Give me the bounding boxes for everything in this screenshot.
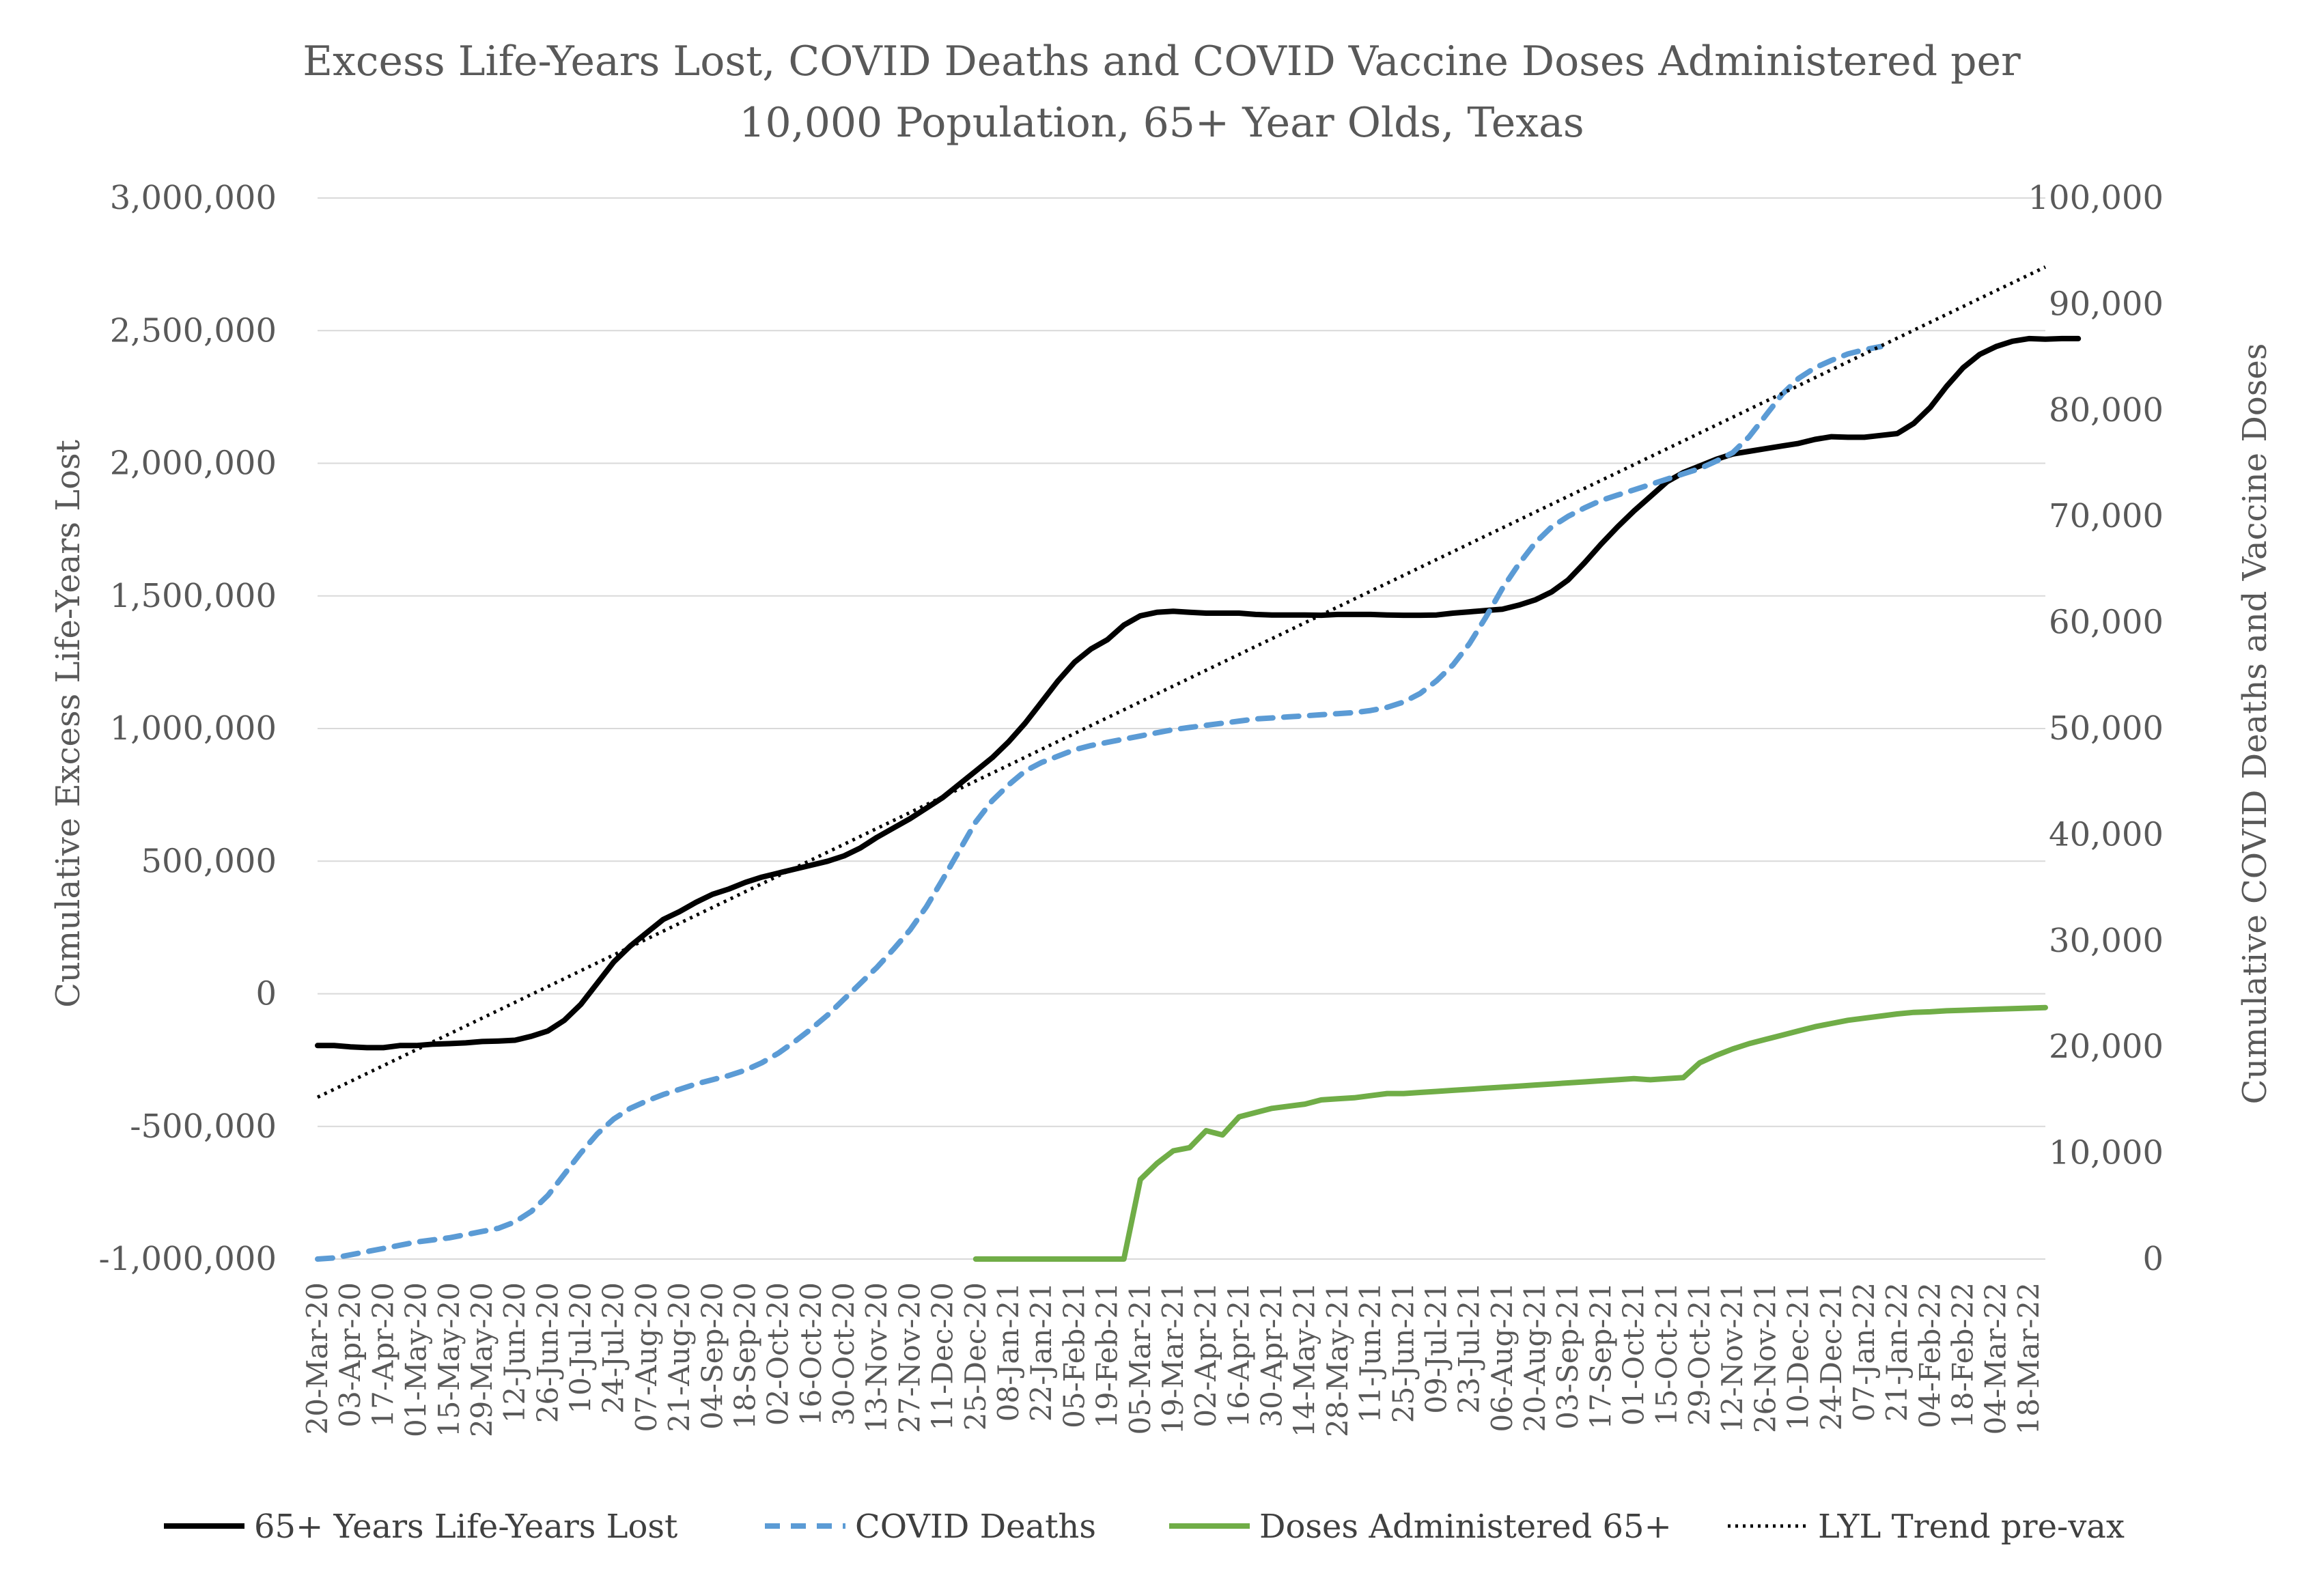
x-tick-label: 13-Nov-20 (860, 1282, 893, 1433)
left-tick-label: 2,000,000 (110, 444, 277, 483)
x-tick-label: 02-Oct-20 (761, 1282, 795, 1426)
right-tick-label: 40,000 (2049, 815, 2164, 853)
x-tick-label: 24-Dec-21 (1815, 1282, 1848, 1430)
x-tick-label: 03-Apr-20 (333, 1282, 367, 1428)
legend: 65+ Years Life-Years Lost COVID Deaths Dos… (164, 1508, 2125, 1546)
x-tick-label: 14-May-21 (1288, 1282, 1321, 1437)
x-tick-label: 12-Nov-21 (1716, 1282, 1749, 1433)
x-tick-label: 19-Feb-21 (1091, 1282, 1124, 1428)
x-tick-label: 07-Jan-22 (1847, 1282, 1881, 1422)
x-tick-label: 29-May-20 (465, 1282, 499, 1437)
x-tick-label: 30-Oct-20 (827, 1282, 860, 1426)
left-tick-label: 1,500,000 (110, 577, 277, 615)
x-tick-label: 04-Sep-20 (695, 1282, 729, 1430)
x-tick-label: 25-Jun-21 (1386, 1282, 1420, 1423)
x-tick-label: 26-Jun-20 (531, 1282, 564, 1423)
legend-label-0: 65+ Years Life-Years Lost (254, 1508, 677, 1546)
right-axis-ticks: 100,000 90,000 80,000 70,000 60,000 50,000 40,… (2028, 179, 2164, 1278)
x-tick-label: 24-Jul-20 (597, 1282, 630, 1414)
left-tick-label: 1,000,000 (110, 709, 277, 748)
right-tick-label: 50,000 (2049, 709, 2164, 748)
x-tick-label: 08-Jan-21 (992, 1282, 1025, 1422)
x-tick-label: 12-Jun-20 (498, 1282, 531, 1423)
left-tick-label: 0 (255, 975, 277, 1013)
x-tick-label: 01-May-20 (400, 1282, 433, 1437)
x-tick-label: 23-Jul-21 (1453, 1282, 1486, 1414)
right-tick-label: 0 (2142, 1240, 2164, 1278)
x-tick-label: 17-Apr-20 (366, 1282, 400, 1428)
right-tick-label: 70,000 (2049, 497, 2164, 535)
x-tick-label: 10-Dec-21 (1782, 1282, 1815, 1430)
gridlines (318, 197, 2045, 1260)
x-tick-label: 16-Oct-20 (794, 1282, 828, 1426)
left-tick-label: 500,000 (141, 842, 277, 880)
legend-label-3: LYL Trend pre-vax (1818, 1508, 2125, 1546)
x-tick-label: 03-Sep-21 (1551, 1282, 1584, 1430)
right-tick-label: 30,000 (2049, 922, 2164, 960)
x-tick-label: 20-Aug-21 (1518, 1282, 1552, 1432)
x-tick-label: 22-Jan-21 (1024, 1282, 1058, 1422)
x-tick-label: 11-Jun-21 (1354, 1282, 1387, 1423)
right-axis-title: Cumulative COVID Deaths and Vaccine Dose… (2236, 343, 2274, 1105)
x-tick-label: 10-Jul-20 (564, 1282, 598, 1414)
right-tick-label: 10,000 (2049, 1134, 2164, 1172)
x-tick-label: 20-Mar-20 (300, 1282, 334, 1435)
series-lines (315, 265, 2082, 1262)
x-tick-label: 18-Mar-22 (2012, 1282, 2045, 1435)
left-tick-label: 3,000,000 (110, 179, 277, 217)
x-tick-label: 29-Oct-21 (1683, 1282, 1716, 1426)
x-tick-label: 06-Aug-21 (1485, 1282, 1519, 1432)
left-tick-label: 2,500,000 (110, 311, 277, 350)
x-tick-label: 16-Apr-21 (1222, 1282, 1255, 1428)
x-tick-label: 21-Aug-20 (662, 1282, 696, 1432)
x-axis-ticks: 20-Mar-20 03-Apr-20 17-Apr-20 01-May-20 15-M… (300, 1282, 2045, 1437)
right-tick-label: 90,000 (2049, 285, 2164, 323)
series-line-2 (972, 1004, 2048, 1262)
x-tick-label: 27-Nov-20 (893, 1282, 926, 1433)
x-tick-label: 05-Feb-21 (1057, 1282, 1091, 1428)
x-tick-label: 30-Apr-21 (1255, 1282, 1289, 1428)
left-tick-label: -500,000 (130, 1107, 277, 1146)
x-tick-label: 05-Mar-21 (1123, 1282, 1157, 1435)
x-tick-label: 11-Dec-20 (926, 1282, 960, 1430)
series-line-1 (315, 343, 1884, 1262)
legend-label-1: COVID Deaths (855, 1508, 1096, 1546)
x-tick-label: 07-Aug-20 (630, 1282, 663, 1432)
right-tick-label: 80,000 (2049, 391, 2164, 429)
x-tick-label: 04-Mar-22 (1979, 1282, 2013, 1435)
x-tick-label: 18-Feb-22 (1946, 1282, 1980, 1428)
chart-title-line-1: Excess Life-Years Lost, COVID Deaths and… (303, 38, 2021, 85)
x-tick-label: 25-Dec-20 (959, 1282, 992, 1430)
left-tick-label: -1,000,000 (98, 1240, 277, 1278)
right-tick-label: 60,000 (2049, 604, 2164, 642)
x-tick-label: 09-Jul-21 (1419, 1282, 1453, 1414)
x-tick-label: 15-Oct-21 (1650, 1282, 1683, 1426)
series-line-0 (315, 335, 2082, 1051)
left-axis-title: Cumulative Excess Life-Years Lost (49, 440, 87, 1008)
x-tick-label: 02-Apr-21 (1189, 1282, 1222, 1428)
x-tick-label: 28-May-21 (1321, 1282, 1354, 1437)
x-tick-label: 01-Oct-21 (1617, 1282, 1651, 1426)
legend-label-2: Doses Administered 65+ (1259, 1508, 1672, 1546)
x-tick-label: 18-Sep-20 (728, 1282, 761, 1430)
x-tick-label: 17-Sep-21 (1584, 1282, 1617, 1430)
right-tick-label: 100,000 (2028, 179, 2164, 217)
x-tick-label: 21-Jan-22 (1880, 1282, 1914, 1422)
x-tick-label: 26-Nov-21 (1748, 1282, 1782, 1433)
left-axis-ticks: 3,000,000 2,500,000 2,000,000 1,500,000 1,00… (98, 179, 277, 1278)
x-tick-label: 19-Mar-21 (1156, 1282, 1190, 1435)
right-tick-label: 20,000 (2049, 1028, 2164, 1066)
chart-title-line-2: 10,000 Population, 65+ Year Olds, Texas (739, 99, 1584, 147)
x-tick-label: 15-May-20 (432, 1282, 466, 1437)
x-tick-label: 04-Feb-22 (1913, 1282, 1946, 1428)
